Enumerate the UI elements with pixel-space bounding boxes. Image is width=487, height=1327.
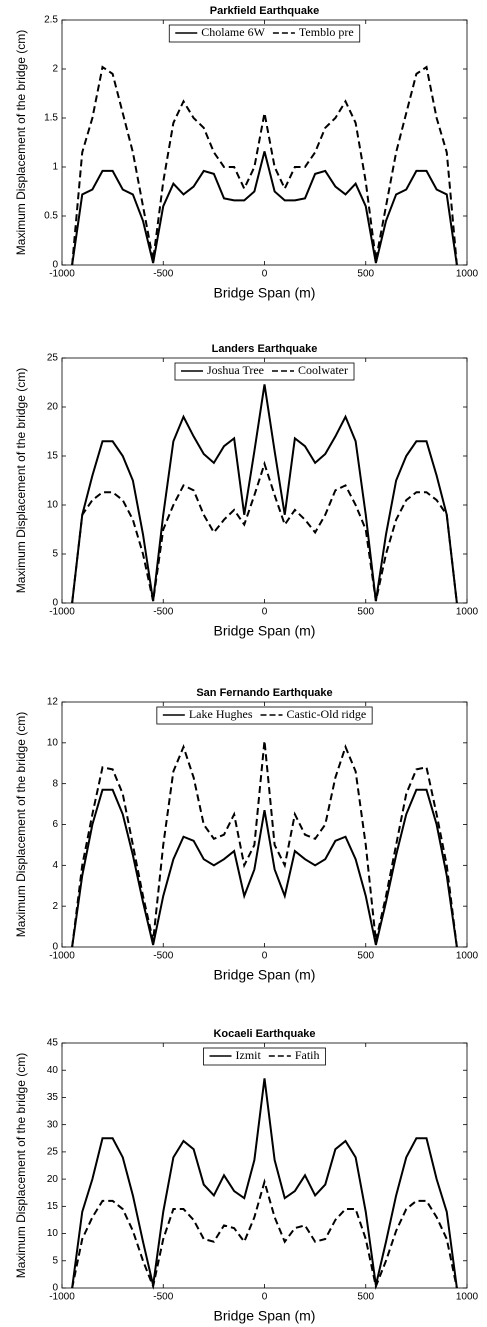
axes-box — [61, 357, 468, 604]
x-tick-label: 500 — [357, 951, 374, 962]
data-line — [71, 384, 458, 604]
x-tick-label: -500 — [153, 269, 173, 280]
x-tick-label: 500 — [357, 607, 374, 618]
x-tick-label: -1000 — [49, 1292, 75, 1303]
x-tick-label: -500 — [153, 607, 173, 618]
y-tick-label: 6 — [52, 819, 58, 830]
y-tick-label: 15 — [47, 451, 59, 462]
y-tick-label: 1 — [52, 162, 58, 173]
y-tick-label: 2 — [52, 901, 58, 912]
legend-label: Joshua Tree — [207, 363, 264, 377]
legend: Joshua Tree Coolwater — [174, 362, 355, 381]
y-tick-label: 2 — [52, 64, 58, 75]
y-tick-label: 0.5 — [44, 211, 58, 222]
y-tick-label: 4 — [52, 860, 58, 871]
y-tick-label: 0 — [52, 1283, 58, 1294]
data-line — [71, 1178, 458, 1290]
data-line — [71, 65, 458, 266]
legend-box — [203, 1047, 326, 1066]
x-tick-label: 500 — [357, 1292, 374, 1303]
x-tick-label: 500 — [357, 269, 374, 280]
y-tick-label: 1.5 — [44, 113, 58, 124]
y-tick-label: 5 — [52, 1255, 58, 1266]
legend: Izmit Fatih — [203, 1047, 326, 1066]
legend-label: Temblo pre — [299, 25, 354, 39]
y-tick-label: 25 — [47, 353, 59, 364]
y-tick-label: 30 — [47, 1119, 59, 1130]
data-line — [71, 788, 458, 948]
y-tick-label: 12 — [47, 697, 59, 708]
y-tick-label: 10 — [47, 1228, 59, 1239]
x-tick-label: 0 — [262, 1292, 268, 1303]
x-tick-label: 1000 — [456, 951, 479, 962]
y-axis-label: Maximum Displacement of the bridge (cm) — [14, 368, 28, 593]
x-axis-label: Bridge Span (m) — [214, 623, 316, 639]
chart-title: Landers Earthquake — [212, 343, 318, 355]
axes-box — [61, 701, 468, 948]
y-tick-label: 0 — [52, 260, 58, 271]
chart-title: Kocaeli Earthquake — [213, 1028, 315, 1040]
data-line — [71, 740, 458, 948]
x-tick-label: -1000 — [49, 607, 75, 618]
chart-title: San Fernando Earthquake — [196, 687, 332, 699]
x-axis-label: Bridge Span (m) — [214, 1308, 316, 1324]
x-tick-label: -1000 — [49, 269, 75, 280]
axes-box — [61, 19, 468, 266]
legend-label: Coolwater — [298, 363, 348, 377]
data-line — [71, 460, 458, 604]
x-tick-label: -500 — [153, 951, 173, 962]
x-tick-label: 1000 — [456, 607, 479, 618]
chart-title: Parkfield Earthquake — [210, 5, 319, 17]
legend-box — [168, 24, 361, 43]
y-axis-label: Maximum Displacement of the bridge (cm) — [14, 712, 28, 937]
legend-label: Cholame 6W — [201, 25, 265, 39]
y-tick-label: 0 — [52, 598, 58, 609]
x-tick-label: 1000 — [456, 269, 479, 280]
x-axis-label: Bridge Span (m) — [214, 285, 316, 301]
data-line — [71, 151, 458, 266]
y-tick-label: 2.5 — [44, 15, 58, 26]
x-tick-label: -500 — [153, 1292, 173, 1303]
legend-label: Fatih — [295, 1048, 320, 1062]
y-tick-label: 10 — [47, 737, 59, 748]
y-tick-label: 0 — [52, 942, 58, 953]
x-tick-label: 0 — [262, 607, 268, 618]
x-tick-label: 1000 — [456, 1292, 479, 1303]
legend-box — [174, 362, 355, 381]
x-axis-label: Bridge Span (m) — [214, 967, 316, 983]
legend-label: Castic-Old ridge — [287, 707, 367, 721]
x-tick-label: 0 — [262, 269, 268, 280]
y-axis-label: Maximum Displacement of the bridge (cm) — [14, 1053, 28, 1278]
legend: Cholame 6W Temblo pre — [168, 24, 361, 43]
y-tick-label: 20 — [47, 1174, 59, 1185]
y-tick-label: 8 — [52, 778, 58, 789]
y-tick-label: 45 — [47, 1038, 59, 1049]
y-tick-label: 35 — [47, 1092, 59, 1103]
legend: Lake Hughes Castic-Old ridge — [156, 706, 373, 725]
legend-label: Lake Hughes — [189, 707, 253, 721]
x-tick-label: 0 — [262, 951, 268, 962]
y-tick-label: 20 — [47, 402, 59, 413]
data-line — [71, 1078, 458, 1289]
y-tick-label: 40 — [47, 1065, 59, 1076]
y-tick-label: 10 — [47, 500, 59, 511]
y-tick-label: 5 — [52, 549, 58, 560]
legend-label: Izmit — [236, 1048, 262, 1062]
y-tick-label: 25 — [47, 1147, 59, 1158]
y-axis-label: Maximum Displacement of the bridge (cm) — [14, 30, 28, 255]
y-tick-label: 15 — [47, 1201, 59, 1212]
x-tick-label: -1000 — [49, 951, 75, 962]
